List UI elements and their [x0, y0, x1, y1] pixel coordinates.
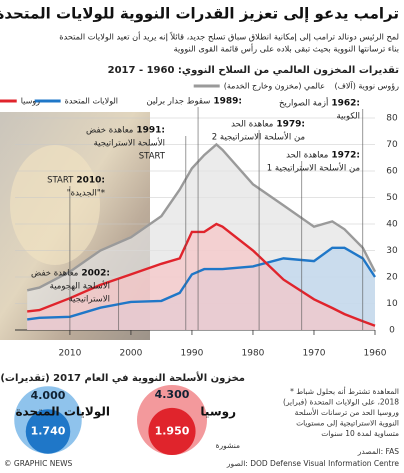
y-tick-label: 0 — [389, 326, 395, 336]
legend-label: روسيا — [21, 97, 40, 106]
deployed-circle — [25, 409, 71, 454]
annotation-text: الأسلحة الهجومية — [50, 281, 110, 292]
footnote: * المعاهدة تشترط أنه بحلول شباط (فبراير) … — [283, 386, 399, 438]
subtitle: لمح الرئيس دونالد ترامب إلى إمكانية انطل… — [59, 31, 399, 42]
x-tick-label: 1960 — [364, 349, 387, 359]
annotation-year: 2010: — [76, 176, 105, 186]
title: ترامب يدعو إلى تعزيز القدرات النووية للو… — [0, 5, 399, 23]
legend-label: عالمي (مخزون وخارج الخدمة) — [224, 82, 325, 91]
annotation-text: معاهدة الحد — [231, 120, 273, 130]
footnote-line: النووية الاستراتيجية إلى مستويات — [296, 419, 399, 428]
x-tick-label: 1990 — [180, 349, 203, 359]
y-tick-label: 80 — [386, 114, 398, 124]
annotation-year: 1991: — [136, 126, 165, 136]
series-line — [27, 222, 376, 327]
annotation-text: الأسلحة الاستراتيجية — [94, 138, 165, 149]
annotation-year: 1962: — [331, 99, 360, 109]
footnote-line: * المعاهدة تشترط أنه بحلول شباط — [290, 386, 399, 396]
series-line — [27, 246, 377, 321]
total-value: 4.300 — [155, 388, 190, 401]
footnote-line: متساوية لمدة 10 سنوات — [321, 429, 399, 438]
annotation-text: معاهدة خفض — [31, 269, 78, 279]
photo-credit: الصور: DOD Defense Visual Information Ce… — [226, 459, 399, 468]
annotation-text: الاستراتيجية — [69, 295, 111, 305]
annotation-year: 1972: — [331, 151, 360, 161]
x-tick-label: 1970 — [303, 349, 326, 359]
x-tick-label: 1980 — [242, 349, 265, 359]
chart-title: تقديرات المخزون العالمي من السلاح النووي… — [108, 65, 400, 76]
series-area — [27, 224, 375, 330]
annotation-year: 2002: — [81, 269, 110, 279]
annotation-year: 1979: — [276, 120, 305, 130]
deployed-legend: منشورة — [216, 441, 240, 450]
y-tick-label: 50 — [386, 193, 398, 203]
x-tick-label: 2010 — [58, 349, 81, 359]
explosion-cloud — [10, 145, 100, 265]
deployed-value: 1.950 — [155, 424, 190, 437]
series-line — [26, 142, 377, 292]
y-tick-label: 40 — [386, 220, 398, 230]
annotation-text: معاهدة الحد — [286, 151, 328, 161]
footnote-line: (فبراير) 2018، على الولايات المتحدة — [283, 398, 399, 407]
subtitle: بناء ترسانتها النووية بحيث تبقى بلاده عل… — [174, 44, 399, 54]
annotation-text: أزمة الصواريخ — [279, 97, 328, 109]
annotation-text: سقوط جدار برلين — [146, 97, 210, 107]
annotation-text: START — [139, 152, 166, 162]
y-axis-label: رؤوس نووية (آلاف) — [335, 81, 400, 91]
annotation-year: 1989: — [213, 97, 242, 107]
source: المصدر: FAS — [357, 447, 399, 456]
country-name: الولايات المتحدة — [15, 405, 110, 420]
country-name: روسيا — [200, 405, 236, 420]
y-tick-label: 10 — [386, 299, 398, 309]
y-tick-label: 30 — [386, 246, 398, 256]
deployed-circle — [148, 407, 196, 455]
total-value: 4.000 — [31, 389, 66, 402]
annotation-text: START — [47, 176, 74, 186]
y-tick-label: 20 — [386, 273, 398, 283]
annotation-text: الكوبية — [336, 112, 360, 122]
inventory-title: مخزون الأسلحة النووية في العام 2017 (تقد… — [0, 371, 245, 384]
y-tick-label: 70 — [386, 140, 398, 150]
y-tick-label: 60 — [386, 167, 398, 177]
inventory: 4.000 1.740 الولايات المتحدة 4.300 1.950 روسي… — [14, 385, 240, 455]
legend-label: الولايات المتحدة — [65, 97, 118, 106]
x-tick-label: 2000 — [119, 349, 142, 359]
footnote-line: وروسيا الحد من ترسانات الأسلحة — [295, 407, 400, 417]
chart: 0 10 20 30 40 50 60 70 80 1960 1970 1980 1990 2000 201… — [0, 82, 398, 359]
annotation-text: من الأسلحة الاستراتيجية 1 — [267, 163, 360, 174]
annotation-text: معاهدة خفض — [86, 126, 133, 136]
deployed-value: 1.740 — [31, 424, 66, 437]
copyright: © GRAPHIC NEWS — [4, 459, 72, 468]
annotation-text: "الجديدة"* — [67, 189, 105, 199]
annotation-text: من الأسلحة الاستراتيجية 2 — [212, 132, 305, 143]
